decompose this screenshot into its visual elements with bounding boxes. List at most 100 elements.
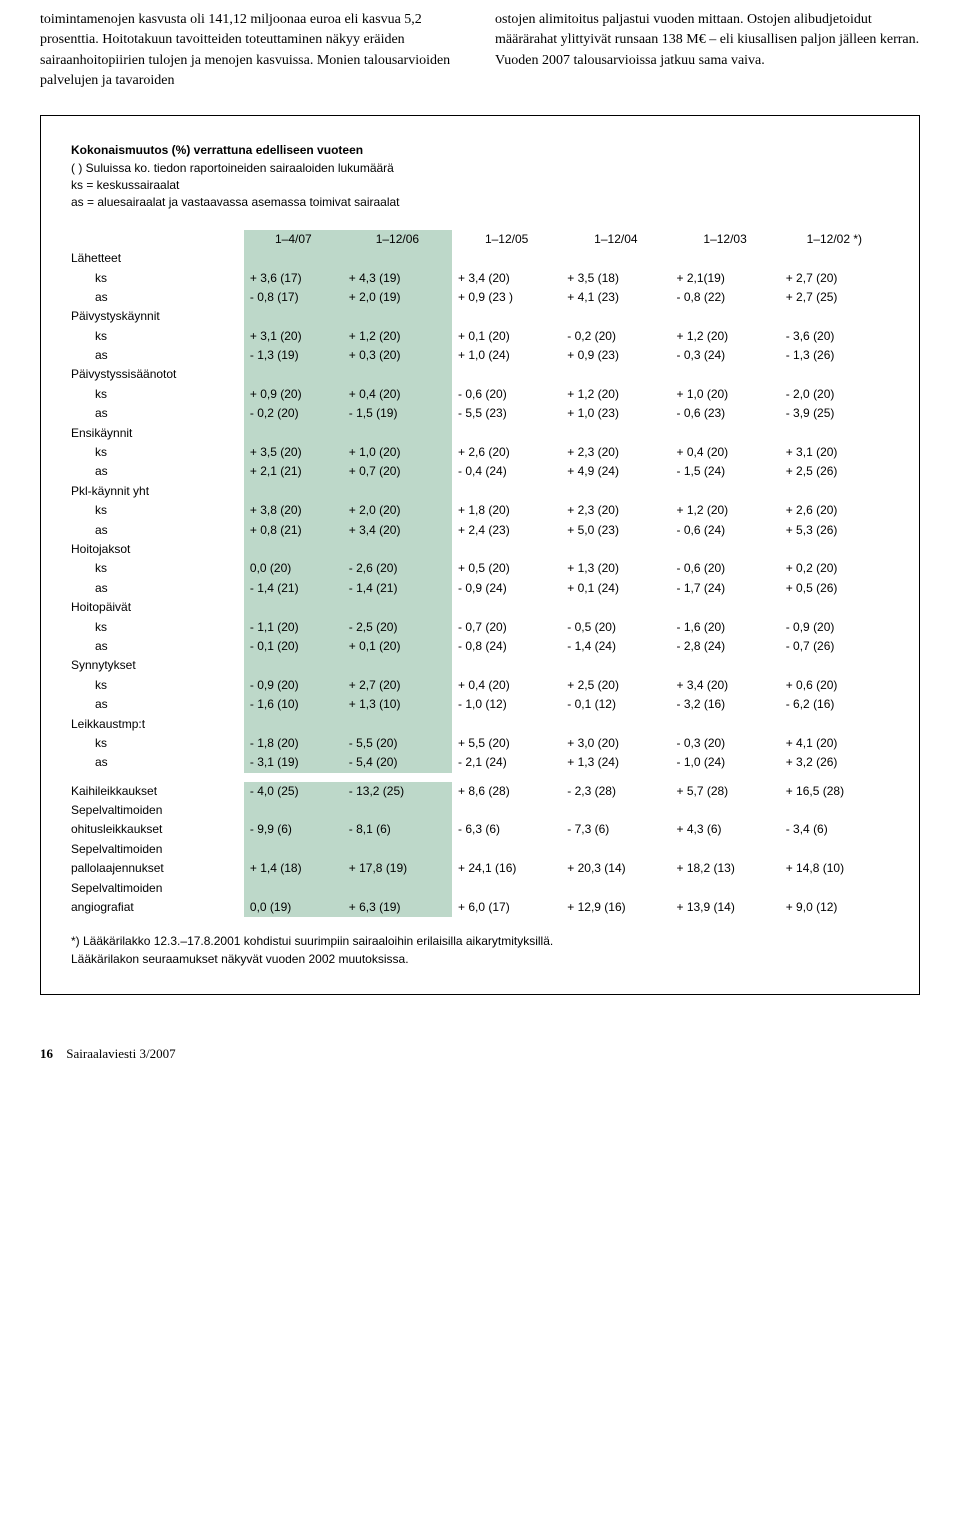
- table-row: Kaihileikkaukset- 4,0 (25)- 13,2 (25)+ 8…: [71, 782, 889, 801]
- stats-table-wrap: 1–4/071–12/061–12/051–12/041–12/031–12/0…: [71, 230, 889, 918]
- cell: - 2,0 (20): [780, 385, 889, 404]
- cell: + 6,0 (17): [452, 898, 561, 917]
- row-label: ks: [71, 269, 244, 288]
- cell: - 0,8 (24): [452, 637, 561, 656]
- cell: + 1,2 (20): [670, 501, 779, 520]
- cell: [343, 879, 452, 898]
- cell: [343, 307, 452, 326]
- row-label: as: [71, 404, 244, 423]
- footnote-2: Lääkärilakon seuraamukset näkyvät vuoden…: [71, 951, 889, 968]
- cell: [561, 598, 670, 617]
- cell: - 3,6 (20): [780, 327, 889, 346]
- cell: [244, 365, 343, 384]
- cell: + 2,6 (20): [452, 443, 561, 462]
- box-sub2: ks = keskussairaalat: [71, 177, 889, 194]
- cell: + 20,3 (14): [561, 859, 670, 878]
- cell: [561, 715, 670, 734]
- row-label: ks: [71, 443, 244, 462]
- cell: - 1,8 (20): [244, 734, 343, 753]
- row-label: Päivystyssisäänotot: [71, 365, 244, 384]
- cell: [670, 249, 779, 268]
- cell: [561, 540, 670, 559]
- row-label: as: [71, 288, 244, 307]
- cell: [780, 424, 889, 443]
- cell: [244, 249, 343, 268]
- col-header: 1–12/05: [452, 230, 561, 249]
- page-number: 16: [40, 1046, 53, 1061]
- cell: [670, 715, 779, 734]
- cell: + 2,0 (19): [343, 288, 452, 307]
- cell: + 16,5 (28): [780, 782, 889, 801]
- cell: [670, 801, 779, 820]
- box-sub1: ( ) Suluissa ko. tiedon raportoineiden s…: [71, 160, 889, 177]
- row-label: as: [71, 346, 244, 365]
- cell: + 1,0 (23): [561, 404, 670, 423]
- cell: [561, 249, 670, 268]
- cell: - 6,2 (16): [780, 695, 889, 714]
- cell: + 3,4 (20): [343, 521, 452, 540]
- cell: [343, 540, 452, 559]
- cell: + 9,0 (12): [780, 898, 889, 917]
- cell: - 3,4 (6): [780, 820, 889, 839]
- table-row: Pkl-käynnit yht: [71, 482, 889, 501]
- cell: - 1,3 (26): [780, 346, 889, 365]
- row-label: as: [71, 462, 244, 481]
- cell: + 0,4 (20): [670, 443, 779, 462]
- table-row: as+ 0,8 (21)+ 3,4 (20)+ 2,4 (23)+ 5,0 (2…: [71, 521, 889, 540]
- cell: + 5,0 (23): [561, 521, 670, 540]
- cell: + 13,9 (14): [670, 898, 779, 917]
- cell: - 9,9 (6): [244, 820, 343, 839]
- cell: [561, 801, 670, 820]
- table-row: Hoitopäivät: [71, 598, 889, 617]
- cell: + 0,6 (20): [780, 676, 889, 695]
- cell: [452, 801, 561, 820]
- row-label: Hoitopäivät: [71, 598, 244, 617]
- cell: [343, 840, 452, 859]
- row-label: ks: [71, 327, 244, 346]
- table-row: Leikkaustmp:t: [71, 715, 889, 734]
- cell: - 0,1 (20): [244, 637, 343, 656]
- cell: + 3,0 (20): [561, 734, 670, 753]
- cell: + 4,3 (19): [343, 269, 452, 288]
- table-row: ks+ 3,8 (20)+ 2,0 (20)+ 1,8 (20)+ 2,3 (2…: [71, 501, 889, 520]
- cell: 0,0 (19): [244, 898, 343, 917]
- cell: - 0,8 (17): [244, 288, 343, 307]
- table-row: Päivystyssisäänotot: [71, 365, 889, 384]
- cell: - 3,1 (19): [244, 753, 343, 772]
- cell: [780, 801, 889, 820]
- cell: [452, 656, 561, 675]
- cell: [780, 307, 889, 326]
- row-label: ks: [71, 559, 244, 578]
- cell: - 7,3 (6): [561, 820, 670, 839]
- cell: + 3,8 (20): [244, 501, 343, 520]
- cell: [561, 424, 670, 443]
- cell: - 5,4 (20): [343, 753, 452, 772]
- cell: + 1,2 (20): [670, 327, 779, 346]
- cell: + 4,1 (23): [561, 288, 670, 307]
- col-header: [71, 230, 244, 249]
- cell: [780, 482, 889, 501]
- intro-columns: toimintamenojen kasvusta oli 141,12 milj…: [0, 0, 960, 115]
- cell: + 1,3 (24): [561, 753, 670, 772]
- cell: + 12,9 (16): [561, 898, 670, 917]
- cell: - 2,6 (20): [343, 559, 452, 578]
- cell: [670, 424, 779, 443]
- table-row: as- 1,6 (10)+ 1,3 (10)- 1,0 (12)- 0,1 (1…: [71, 695, 889, 714]
- cell: + 2,7 (20): [343, 676, 452, 695]
- cell: + 1,0 (24): [452, 346, 561, 365]
- table-row: as- 1,3 (19)+ 0,3 (20)+ 1,0 (24)+ 0,9 (2…: [71, 346, 889, 365]
- cell: - 2,3 (28): [561, 782, 670, 801]
- cell: - 1,6 (10): [244, 695, 343, 714]
- cell: [780, 365, 889, 384]
- cell: - 0,2 (20): [561, 327, 670, 346]
- cell: [780, 715, 889, 734]
- cell: - 0,6 (20): [670, 559, 779, 578]
- row-label: as: [71, 521, 244, 540]
- cell: + 4,3 (6): [670, 820, 779, 839]
- cell: + 0,3 (20): [343, 346, 452, 365]
- cell: + 0,9 (23 ): [452, 288, 561, 307]
- cell: - 1,3 (19): [244, 346, 343, 365]
- cell: [561, 365, 670, 384]
- row-label: ks: [71, 676, 244, 695]
- cell: + 3,4 (20): [670, 676, 779, 695]
